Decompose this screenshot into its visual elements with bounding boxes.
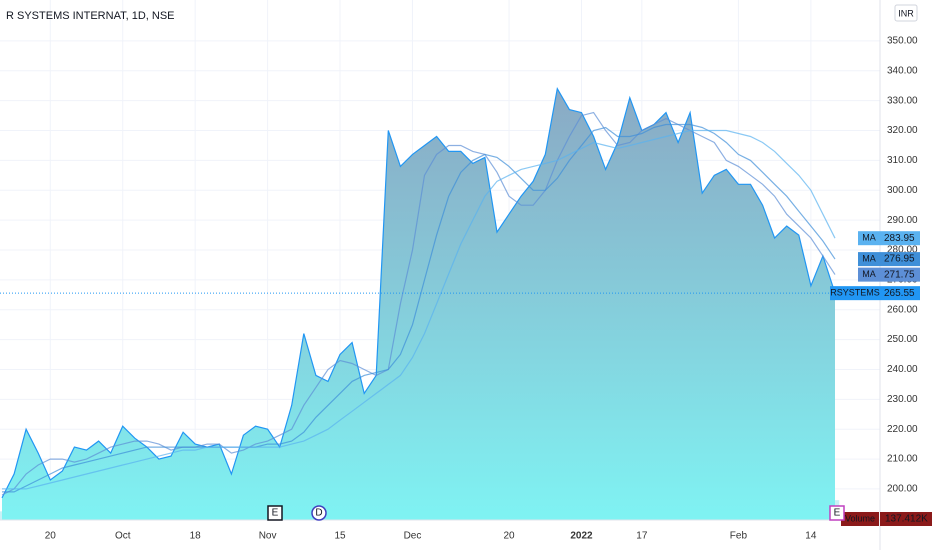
y-tick-label: 230.00 <box>887 394 918 405</box>
x-tick-label: 20 <box>45 531 57 542</box>
y-tick-label: 210.00 <box>887 454 918 465</box>
y-tick-label: 310.00 <box>887 155 918 166</box>
ma-line <box>2 123 836 493</box>
x-tick-label: 18 <box>190 531 202 542</box>
y-tick-label: 320.00 <box>887 125 918 136</box>
y-tick-label: 340.00 <box>887 65 918 76</box>
event-label[interactable]: E <box>272 508 279 519</box>
x-tick-label: 20 <box>503 531 515 542</box>
y-tick-label: 330.00 <box>887 95 918 106</box>
y-tick-label: 350.00 <box>887 36 918 47</box>
y-tick-label: 260.00 <box>887 304 918 315</box>
y-tick-label: 240.00 <box>887 364 918 375</box>
y-tick-label: 220.00 <box>887 424 918 435</box>
event-label[interactable]: E <box>834 508 841 519</box>
volume-name: Volume <box>845 513 875 523</box>
series-name: RSYSTEMS <box>830 288 880 298</box>
last-value-box <box>880 231 920 246</box>
currency-box[interactable] <box>894 4 918 22</box>
y-tick-label: 280.00 <box>887 245 918 256</box>
ma-line <box>1 111 836 496</box>
series-name-box <box>858 231 880 246</box>
y-tick-label: 250.00 <box>887 334 918 345</box>
last-value-box <box>880 267 920 282</box>
currency[interactable]: INR <box>898 8 914 18</box>
x-tick-label: Dec <box>404 531 422 542</box>
volume-name-box <box>841 512 879 526</box>
series-name-box <box>830 286 880 301</box>
x-tick-label: Feb <box>730 531 748 542</box>
series-name: MA <box>862 253 876 263</box>
series-name-box <box>858 267 880 282</box>
y-tick-label: 300.00 <box>887 185 918 196</box>
x-tick-label: 17 <box>636 531 648 542</box>
series-name: MA <box>862 269 876 279</box>
event-marker[interactable] <box>311 505 327 521</box>
x-tick-label: Oct <box>115 531 131 542</box>
x-tick-label: Nov <box>259 531 277 542</box>
price-line <box>1 86 836 499</box>
event-marker[interactable] <box>829 505 845 521</box>
last-value: 283.95 <box>884 233 915 244</box>
last-value: 271.75 <box>884 269 915 280</box>
y-tick-label: 200.00 <box>887 484 918 495</box>
series-name: MA <box>862 233 876 243</box>
event-label[interactable]: D <box>315 508 322 519</box>
x-tick-label: 15 <box>334 531 346 542</box>
x-tick-label: 14 <box>805 531 817 542</box>
x-tick-label: 2022 <box>570 531 593 542</box>
last-value-box <box>880 252 920 267</box>
series-name-box <box>858 252 880 267</box>
y-tick-label: 290.00 <box>887 215 918 226</box>
volume-value-box <box>880 512 932 526</box>
volume-value: 137.412K <box>885 514 928 525</box>
chart-title: R SYSTEMS INTERNAT, 1D, NSE <box>6 10 175 22</box>
ma-line <box>2 129 836 490</box>
last-value: 265.55 <box>884 288 915 299</box>
last-value: 276.95 <box>884 254 915 265</box>
event-marker[interactable] <box>267 505 283 521</box>
last-value-box <box>880 286 920 301</box>
